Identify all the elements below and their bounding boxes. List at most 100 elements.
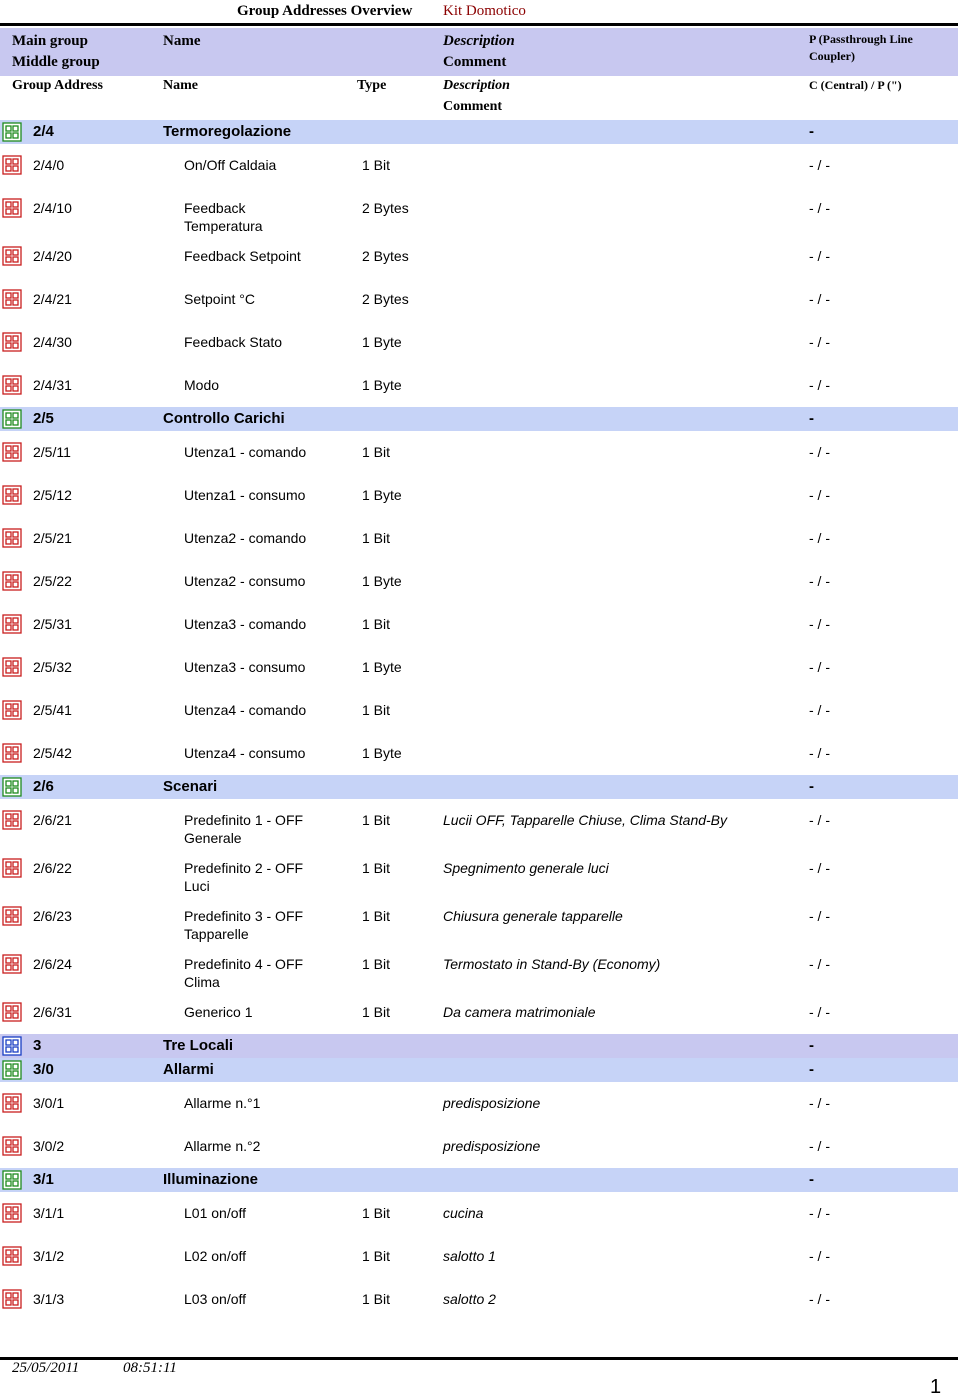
address-row: 2/6/31 Generico 1 1 Bit Da camera matrimoni… <box>0 991 958 1034</box>
group-address: 3/0 <box>33 1061 54 1078</box>
description <box>443 744 809 775</box>
type <box>362 1094 443 1125</box>
address-icon <box>2 1036 22 1056</box>
type: 1 Bit <box>362 908 391 924</box>
flag: - / - <box>809 1248 830 1264</box>
middle-group-row: 2/5 Controllo Carichi - <box>0 407 958 431</box>
description <box>443 199 809 235</box>
address: 2/6/23 <box>33 908 72 924</box>
col-flag: P (Passthrough Line Coupler) <box>809 32 913 63</box>
description <box>443 290 809 321</box>
address-row: 2/6/21 Predefinito 1 - OFF Generale 1 Bit L… <box>0 799 958 847</box>
address-icon <box>2 1093 22 1113</box>
address-icon <box>2 375 22 395</box>
group-flag: - <box>809 1171 814 1188</box>
group-name: Tre Locali <box>163 1037 234 1054</box>
header-rule <box>0 23 958 26</box>
group-name: Controllo Carichi <box>163 410 285 427</box>
name-cell: Feedback Setpoint <box>184 247 362 278</box>
flag: - / - <box>809 530 830 546</box>
address-icon <box>2 485 22 505</box>
group-flag: - <box>809 1061 814 1078</box>
name-cell: Modo <box>184 376 362 407</box>
type: 1 Bit <box>362 157 391 173</box>
type: 1 Byte <box>362 573 402 589</box>
address-row: 2/5/41 Utenza4 - comando 1 Bit - / - <box>0 689 958 732</box>
type: 1 Bit <box>362 1205 391 1221</box>
name: Setpoint °C <box>184 291 255 307</box>
col-comment: Comment <box>443 54 507 70</box>
flag: - / - <box>809 157 830 173</box>
description: Chiusura generale tapparelle <box>443 908 623 924</box>
name-cell: Utenza1 - comando <box>184 443 362 474</box>
name: Predefinito 3 - OFF Tapparelle <box>184 908 304 942</box>
flag: - / - <box>809 1004 830 1020</box>
col-main-group: Main group <box>12 33 88 49</box>
address-row: 2/4/21 Setpoint °C 2 Bytes - / - <box>0 278 958 321</box>
page-number: 1 <box>930 1376 942 1398</box>
flag: - / - <box>809 1205 830 1221</box>
name-cell: Predefinito 1 - OFF Generale <box>184 811 362 847</box>
address-row: 2/4/10 Feedback Temperatura 2 Bytes - / - <box>0 187 958 235</box>
address: 2/5/11 <box>33 444 71 460</box>
address-icon <box>2 571 22 591</box>
type: 1 Bit <box>362 956 391 972</box>
address: 2/5/42 <box>33 745 72 761</box>
flag: - / - <box>809 334 830 350</box>
name: Predefinito 1 - OFF Generale <box>184 812 304 846</box>
address-row: 2/4/0 On/Off Caldaia 1 Bit - / - <box>0 144 958 187</box>
address-row: 2/4/30 Feedback Stato 1 Byte - / - <box>0 321 958 364</box>
name: Utenza4 - comando <box>184 702 307 718</box>
name: Utenza3 - consumo <box>184 659 306 675</box>
description <box>443 376 809 407</box>
group-address: 2/6 <box>33 778 54 795</box>
group-address: 3 <box>33 1037 42 1054</box>
address: 2/5/32 <box>33 659 72 675</box>
address-icon <box>2 1136 22 1156</box>
type: 1 Bit <box>362 1004 391 1020</box>
type: 1 Byte <box>362 377 402 393</box>
flag: - / - <box>809 377 830 393</box>
name-cell: Utenza2 - consumo <box>184 572 362 603</box>
flag: - / - <box>809 812 830 828</box>
name-cell: Setpoint °C <box>184 290 362 321</box>
name: Utenza3 - comando <box>184 616 307 632</box>
address: 2/6/21 <box>33 812 72 828</box>
address-row: 2/4/31 Modo 1 Byte - / - <box>0 364 958 407</box>
flag: - / - <box>809 1095 830 1111</box>
name: Utenza2 - comando <box>184 530 307 546</box>
flag: - / - <box>809 487 830 503</box>
address-icon <box>2 198 22 218</box>
type: 1 Bit <box>362 444 391 460</box>
flag: - / - <box>809 1291 830 1307</box>
description <box>443 701 809 732</box>
name-cell: Predefinito 2 - OFF Luci <box>184 859 362 895</box>
name-cell: Utenza4 - comando <box>184 701 362 732</box>
group-flag: - <box>809 410 814 427</box>
address: 2/4/31 <box>33 377 72 393</box>
middle-group-row: 3/0 Allarmi - <box>0 1058 958 1082</box>
type: 1 Byte <box>362 659 402 675</box>
flag: - / - <box>809 291 830 307</box>
address-icon <box>2 858 22 878</box>
description <box>443 443 809 474</box>
address-row: 3/0/2 Allarme n.°2 predisposizione - / - <box>0 1125 958 1168</box>
col-comment: Comment <box>443 99 503 114</box>
group-flag: - <box>809 778 814 795</box>
address-row: 3/1/2 L02 on/off 1 Bit salotto 1 - / - <box>0 1235 958 1278</box>
name-cell: Generico 1 <box>184 1003 362 1034</box>
address-icon <box>2 1170 22 1190</box>
name-cell: Predefinito 3 - OFF Tapparelle <box>184 907 362 943</box>
flag: - / - <box>809 659 830 675</box>
name-cell: On/Off Caldaia <box>184 156 362 187</box>
col-type: Type <box>357 78 387 93</box>
address-row: 2/6/24 Predefinito 4 - OFF Clima 1 Bit Term… <box>0 943 958 991</box>
name: Predefinito 4 - OFF Clima <box>184 956 304 990</box>
name: On/Off Caldaia <box>184 157 277 173</box>
type: 1 Bit <box>362 1291 391 1307</box>
name-cell: Utenza3 - consumo <box>184 658 362 689</box>
flag: - / - <box>809 1138 830 1154</box>
address-row: 3/1/1 L01 on/off 1 Bit cucina - / - <box>0 1192 958 1235</box>
address-icon <box>2 777 22 797</box>
main-group-row: 3 Tre Locali - <box>0 1034 958 1058</box>
